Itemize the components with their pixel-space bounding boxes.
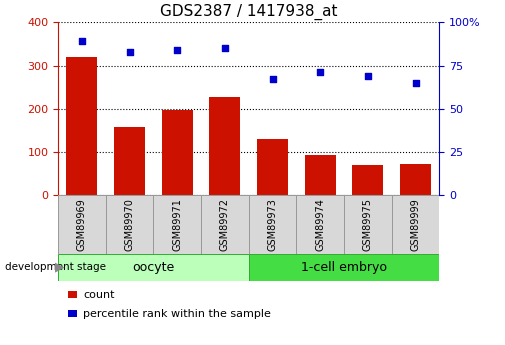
Text: oocyte: oocyte (132, 261, 175, 274)
Point (126, 49, 134, 55)
Text: percentile rank within the sample: percentile rank within the sample (83, 309, 271, 318)
Bar (201, 195, 249, 254)
Bar (106, 195, 154, 254)
Bar (344, 195, 392, 254)
Title: GDS2387 / 1417938_at: GDS2387 / 1417938_at (160, 3, 337, 20)
Bar (58, 254, 249, 281)
Point (269, 77, 277, 82)
Bar (392, 195, 439, 254)
Text: ▶: ▶ (55, 261, 64, 274)
Bar (400, 164, 431, 195)
Bar (305, 155, 336, 195)
Text: development stage: development stage (5, 263, 106, 272)
Bar (162, 110, 193, 195)
Text: GSM89974: GSM89974 (315, 198, 325, 251)
Point (364, 73, 372, 79)
Point (316, 70, 324, 75)
Text: GSM89972: GSM89972 (220, 198, 230, 251)
Bar (58, 195, 106, 254)
Point (412, 80, 420, 86)
Bar (114, 127, 145, 195)
Text: GSM89999: GSM89999 (411, 198, 421, 250)
Text: GSM89971: GSM89971 (172, 198, 182, 251)
Point (173, 47, 181, 53)
Text: GSM89970: GSM89970 (125, 198, 134, 251)
Bar (154, 195, 201, 254)
Point (221, 46, 229, 51)
Text: 1-cell embryo: 1-cell embryo (301, 261, 387, 274)
Bar (296, 195, 344, 254)
Text: GSM89973: GSM89973 (268, 198, 278, 251)
Bar (249, 254, 439, 281)
Text: GSM89969: GSM89969 (77, 198, 87, 250)
Bar (249, 195, 296, 254)
Bar (257, 139, 288, 195)
Bar (352, 165, 383, 195)
Bar (210, 97, 240, 195)
Text: count: count (83, 290, 115, 299)
Bar (67, 57, 97, 195)
Point (78, 39, 86, 44)
Text: GSM89975: GSM89975 (363, 198, 373, 251)
